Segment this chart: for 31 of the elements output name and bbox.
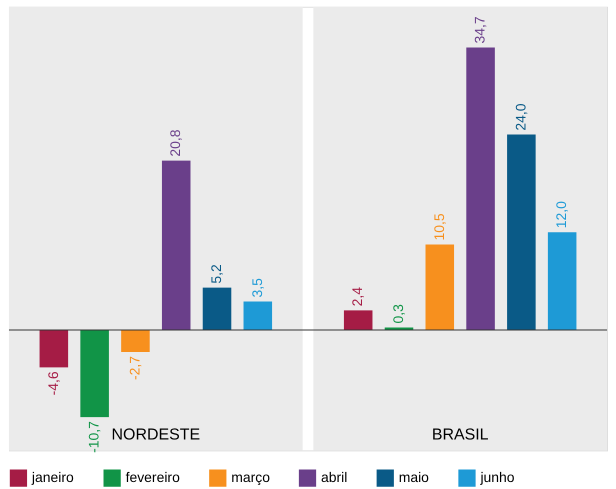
bar <box>426 244 454 330</box>
x-tick-label: BRASIL <box>432 426 489 444</box>
legend-label: janeiro <box>30 469 74 486</box>
data-label: 34,7 <box>472 16 488 44</box>
bar <box>40 330 68 368</box>
data-label: 0,3 <box>390 304 406 324</box>
bar <box>507 134 536 330</box>
legend-label: maio <box>398 469 430 486</box>
data-label: -4,6 <box>44 371 61 396</box>
legend-label: junho <box>479 469 515 486</box>
data-label: -10,7 <box>86 420 102 453</box>
x-tick-label: NORDESTE <box>112 426 200 444</box>
data-label: 5,2 <box>208 264 224 284</box>
data-label: 20,8 <box>167 129 184 157</box>
data-label: 3,5 <box>248 278 265 298</box>
data-label: 10,5 <box>430 213 447 240</box>
bar <box>344 310 372 330</box>
bar <box>80 330 109 418</box>
bar <box>121 330 150 352</box>
bar <box>244 301 272 330</box>
bar <box>202 288 232 330</box>
legend-label: fevereiro <box>126 469 180 486</box>
bar <box>162 160 190 330</box>
data-label: 24,0 <box>512 103 528 131</box>
bar <box>548 232 576 330</box>
data-label: 2,4 <box>349 286 366 306</box>
bar <box>466 47 495 330</box>
legend-label: abril <box>320 469 348 486</box>
legend-label: março <box>231 469 270 486</box>
data-label: -2,7 <box>126 356 142 380</box>
data-label: 12,0 <box>553 200 570 228</box>
